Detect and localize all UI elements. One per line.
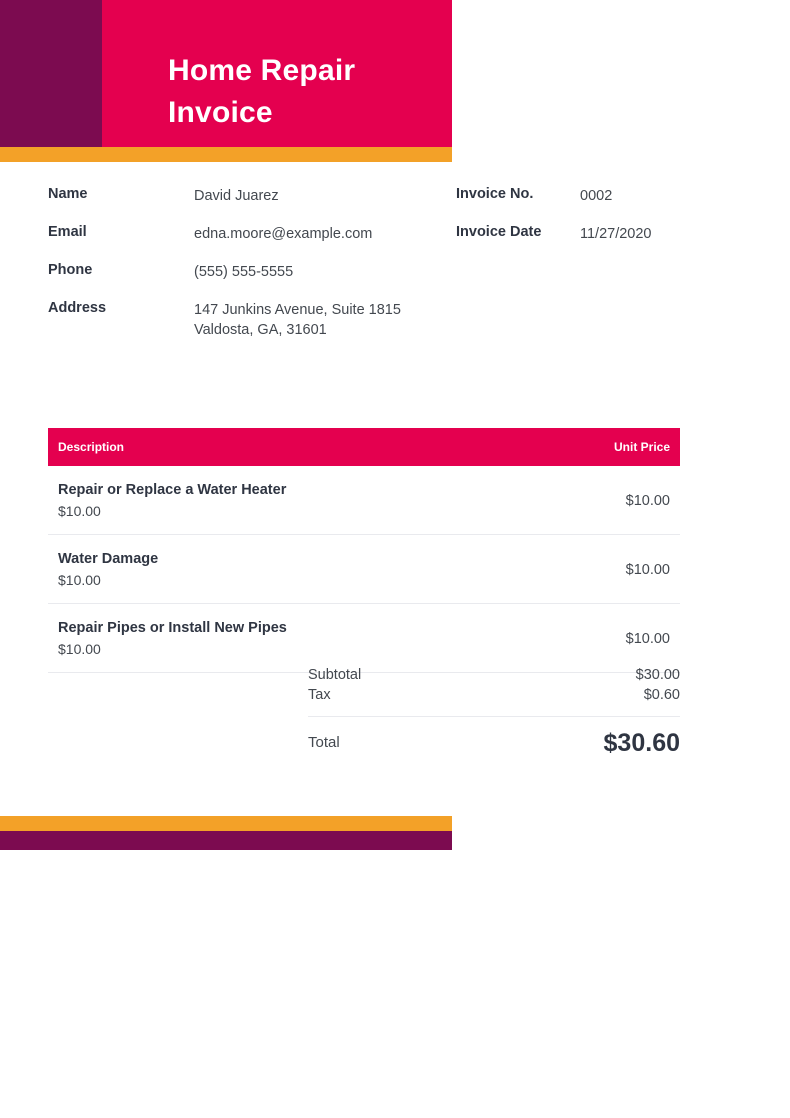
- subtotal-label: Subtotal: [308, 667, 362, 683]
- header-purple-block: [0, 0, 102, 147]
- totals-section: Subtotal $30.00 Tax $0.60 Total $30.60: [308, 665, 680, 757]
- value-address: 147 Junkins Avenue, Suite 1815 Valdosta,…: [194, 302, 401, 338]
- line-items-table: Description Unit Price Repair or Replace…: [48, 428, 680, 673]
- label-address: Address: [48, 300, 107, 316]
- bill-to-column: Name David Juarez Email edna.moore@examp…: [48, 186, 448, 358]
- table-row: Repair or Replace a Water Heater $10.00 …: [48, 466, 680, 535]
- line-item-subtitle: $10.00: [58, 503, 101, 519]
- line-item-unit-price: $10.00: [625, 561, 670, 578]
- totals-row-total: Total $30.60: [308, 728, 680, 757]
- line-item-description: Repair Pipes or Install New Pipes $10.00: [58, 618, 626, 659]
- totals-row-subtotal: Subtotal $30.00: [308, 665, 680, 685]
- value-name: David Juarez: [194, 188, 279, 204]
- meta-row-email: Email edna.moore@example.com: [48, 224, 448, 244]
- table-header-row: Description Unit Price: [48, 428, 680, 466]
- table-row: Repair Pipes or Install New Pipes $10.00…: [48, 604, 680, 673]
- footer-orange-rule: [0, 816, 452, 831]
- subtotal-value: $30.00: [635, 667, 680, 683]
- line-item-subtitle: $10.00: [58, 572, 101, 588]
- total-label: Total: [308, 734, 340, 751]
- line-item-title: Repair or Replace a Water Heater: [58, 482, 287, 498]
- meta-row-address: Address 147 Junkins Avenue, Suite 1815 V…: [48, 300, 448, 340]
- page-title-line-1: Home Repair: [168, 54, 356, 87]
- value-email: edna.moore@example.com: [194, 226, 373, 242]
- line-item-unit-price: $10.00: [625, 492, 670, 509]
- column-header-unit-price: Unit Price: [613, 440, 670, 454]
- label-email: Email: [48, 224, 87, 240]
- value-invoice-date: 11/27/2020: [580, 226, 652, 242]
- label-invoice-no: Invoice No.: [456, 186, 534, 202]
- tax-label: Tax: [308, 687, 331, 703]
- invoice-details-column: Invoice No. 0002 Invoice Date 11/27/2020: [456, 186, 756, 262]
- label-phone: Phone: [48, 262, 93, 278]
- page-title: Home Repair Invoice: [168, 50, 438, 134]
- totals-divider: [308, 716, 680, 717]
- line-item-description: Repair or Replace a Water Heater $10.00: [58, 480, 626, 521]
- value-phone: (555) 555-5555: [194, 264, 294, 280]
- table-row: Water Damage $10.00 $10.00: [48, 535, 680, 604]
- totals-row-tax: Tax $0.60: [308, 685, 680, 705]
- meta-row-invoice-no: Invoice No. 0002: [456, 186, 756, 206]
- meta-row-name: Name David Juarez: [48, 186, 448, 206]
- total-value: $30.60: [603, 729, 680, 757]
- footer-purple-rule: [0, 831, 452, 850]
- invoice-header-banner: Home Repair Invoice: [0, 0, 452, 147]
- meta-row-phone: Phone (555) 555-5555: [48, 262, 448, 282]
- header-pink-block: [102, 0, 452, 147]
- column-header-description: Description: [58, 440, 125, 454]
- line-item-title: Repair Pipes or Install New Pipes: [58, 620, 287, 636]
- line-item-unit-price: $10.00: [625, 630, 670, 647]
- meta-row-invoice-date: Invoice Date 11/27/2020: [456, 224, 756, 244]
- value-invoice-no: 0002: [580, 188, 613, 204]
- header-orange-rule: [0, 147, 452, 162]
- line-item-subtitle: $10.00: [58, 641, 101, 657]
- line-item-description: Water Damage $10.00: [58, 549, 626, 590]
- label-name: Name: [48, 186, 88, 202]
- page-title-line-2: Invoice: [168, 96, 273, 129]
- line-item-title: Water Damage: [58, 551, 159, 567]
- label-invoice-date: Invoice Date: [456, 224, 542, 240]
- tax-value: $0.60: [643, 687, 680, 703]
